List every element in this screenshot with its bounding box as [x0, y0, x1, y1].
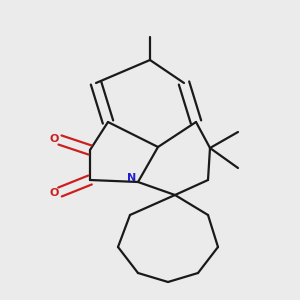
Text: O: O	[50, 134, 59, 143]
Text: N: N	[127, 173, 136, 183]
Text: O: O	[50, 188, 59, 199]
